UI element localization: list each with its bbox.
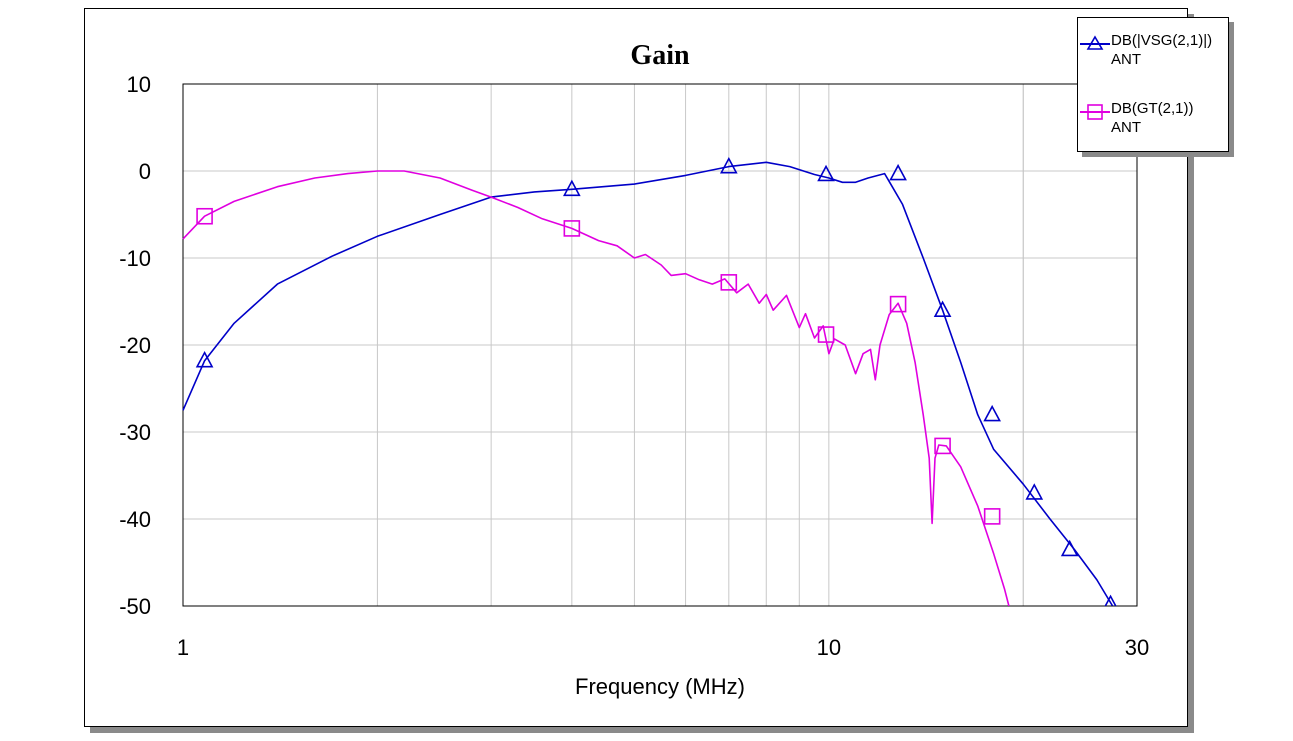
triangle-marker: [933, 300, 952, 318]
legend-entry-vsg: DB(|VSG(2,1)|) ANT: [1078, 31, 1228, 71]
series-1-group: [182, 156, 1117, 606]
square-marker: [983, 508, 1001, 525]
legend: DB(|VSG(2,1)|) ANT DB(GT(2,1)) ANT: [1077, 17, 1229, 152]
legend-series-name: DB(GT(2,1)): [1111, 100, 1194, 117]
legend-entry-gt: DB(GT(2,1)) ANT: [1078, 99, 1228, 139]
triangle-marker: [1104, 594, 1117, 606]
plot-area: [182, 83, 1138, 607]
y-tick-label: -50: [119, 594, 151, 619]
legend-series-sublabel: ANT: [1111, 119, 1141, 136]
triangle-marker: [983, 404, 1001, 422]
square-marker: [934, 437, 951, 455]
y-tick-label: 10: [127, 72, 151, 97]
triangle-marker: [719, 156, 738, 174]
y-axis-ticks: 10 0 -10 -20 -30 -40 -50: [119, 72, 151, 619]
x-tick-label: 1: [177, 635, 189, 660]
square-marker: [196, 207, 213, 225]
grid-layer: [183, 84, 1137, 606]
y-tick-label: -20: [119, 333, 151, 358]
legend-square-marker-icon: [1080, 104, 1110, 120]
x-axis-ticks: 1 10 30: [177, 635, 1149, 660]
square-marker: [817, 326, 835, 343]
y-tick-label: -10: [119, 246, 151, 271]
square-marker: [563, 220, 581, 237]
triangle-marker: [563, 179, 581, 197]
series-layer: [182, 156, 1117, 606]
triangle-marker: [889, 163, 907, 181]
x-tick-label: 10: [817, 635, 841, 660]
y-tick-label: 0: [139, 159, 151, 184]
legend-series-sublabel: ANT: [1111, 51, 1141, 68]
chart-title: Gain: [630, 40, 690, 71]
x-axis-title: Frequency (MHz): [575, 674, 745, 699]
legend-series-name: DB(|VSG(2,1)|): [1111, 32, 1213, 49]
triangle-marker: [1025, 483, 1044, 500]
square-marker: [889, 295, 907, 313]
x-tick-label: 30: [1125, 635, 1149, 660]
triangle-marker: [195, 350, 214, 368]
y-tick-label: -30: [119, 420, 151, 445]
square-marker: [720, 274, 738, 291]
series-2-group: [182, 170, 1010, 606]
triangle-marker: [817, 164, 835, 182]
triangle-marker: [1060, 539, 1079, 557]
legend-triangle-marker-icon: [1080, 35, 1110, 50]
y-tick-label: -40: [119, 507, 151, 532]
chart-frame: [84, 8, 1188, 727]
series-line-2: [182, 170, 1010, 606]
series-line-1: [182, 161, 1114, 606]
